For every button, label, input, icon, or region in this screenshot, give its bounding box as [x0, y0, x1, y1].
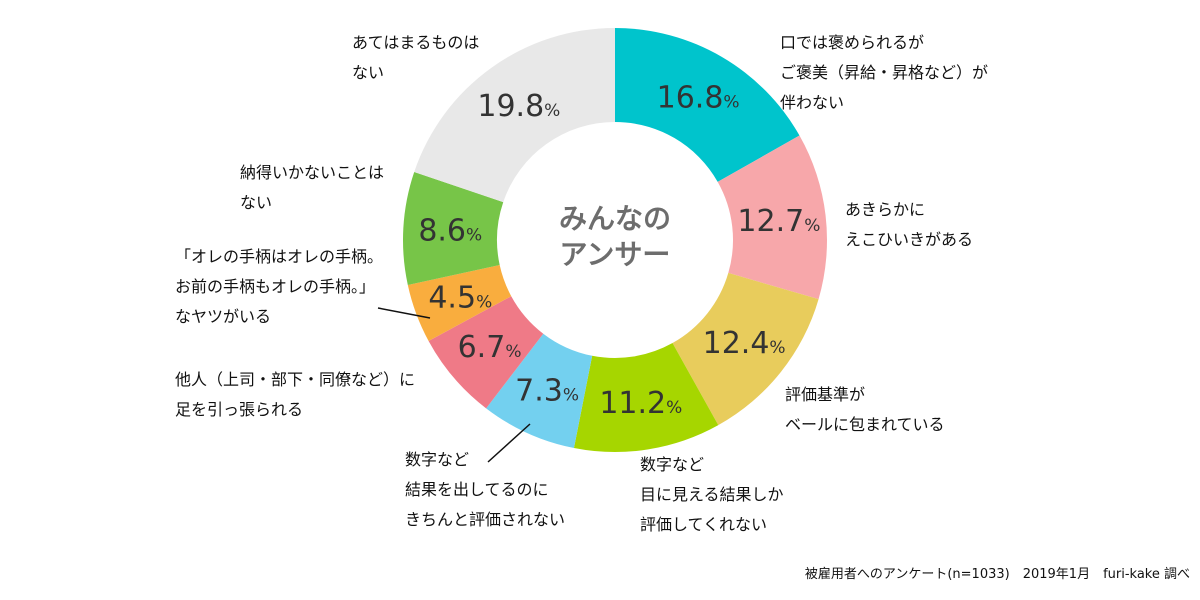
donut-slice-5: [486, 333, 593, 448]
category-label-line: 数字など: [405, 450, 469, 469]
category-label-line: 口では褒められるが: [780, 33, 924, 52]
category-label-1: 口では褒められるがご褒美（昇給・昇格など）が伴わない: [780, 33, 988, 112]
percent-value: 12.4: [703, 326, 770, 361]
donut-slice-4: [573, 343, 719, 452]
category-label-line: 他人（上司・部下・同僚など）に: [175, 370, 415, 389]
leader-line-5: [487, 423, 531, 463]
category-label-line: 足を引っ張られる: [175, 400, 303, 419]
category-label-3: 評価基準がベールに包まれている: [785, 385, 945, 434]
percent-label-6: 6.7%: [458, 330, 522, 365]
category-label-line: お前の手柄もオレの手柄。」: [175, 277, 375, 296]
category-label-line: ベールに包まれている: [785, 415, 945, 434]
percent-label-2: 12.7%: [737, 204, 820, 239]
percent-value: 8.6: [418, 214, 466, 249]
center-label-line: アンサー: [560, 238, 671, 271]
donut-slice-7: [407, 265, 512, 341]
category-label-line: ない: [240, 193, 272, 212]
percent-value: 6.7: [458, 330, 506, 365]
percent-value: 4.5: [428, 280, 476, 315]
percent-unit: %: [563, 385, 579, 405]
donut-slice-9: [414, 28, 615, 203]
percent-unit: %: [666, 398, 682, 418]
donut-slice-6: [428, 296, 544, 409]
donut-slice-2: [717, 135, 827, 300]
category-label-8: 納得いかないことはない: [240, 163, 384, 212]
category-label-line: 評価してくれない: [640, 515, 767, 534]
percent-value: 11.2: [599, 386, 666, 421]
category-label-line: 評価基準が: [785, 385, 865, 404]
donut-slice-1: [615, 28, 800, 182]
percent-unit: %: [804, 216, 820, 236]
category-label-line: ご褒美（昇給・昇格など）が: [780, 63, 988, 82]
percent-label-4: 11.2%: [599, 386, 682, 421]
percent-label-5: 7.3%: [515, 373, 579, 408]
percent-label-1: 16.8%: [657, 80, 740, 115]
category-label-line: 結果を出してるのに: [405, 480, 549, 499]
category-label-9: あてはまるものはない: [352, 33, 479, 82]
percent-value: 16.8: [657, 80, 724, 115]
donut-slice-8: [403, 171, 504, 285]
percent-value: 7.3: [515, 373, 563, 408]
percent-value: 19.8: [477, 89, 544, 124]
percent-label-7: 4.5%: [428, 280, 492, 315]
category-label-line: 「オレの手柄はオレの手柄。: [175, 247, 383, 266]
category-label-line: ない: [352, 63, 384, 82]
category-label-4: 数字など目に見える結果しか評価してくれない: [640, 455, 784, 534]
percent-unit: %: [723, 92, 739, 112]
percent-unit: %: [466, 226, 482, 246]
percent-label-9: 19.8%: [477, 89, 560, 124]
category-labels-layer: 口では褒められるがご褒美（昇給・昇格など）が伴わないあきらかにえこひいきがある評…: [175, 33, 988, 534]
category-label-2: あきらかにえこひいきがある: [845, 200, 973, 249]
category-label-6: 他人（上司・部下・同僚など）に足を引っ張られる: [175, 370, 415, 419]
center-label: みんなのアンサー: [559, 202, 671, 271]
category-label-line: 伴わない: [780, 93, 844, 112]
leader-line-7: [377, 307, 431, 319]
category-label-7: 「オレの手柄はオレの手柄。お前の手柄もオレの手柄。」なヤツがいる: [175, 247, 383, 326]
slices-layer: [403, 28, 827, 452]
category-label-line: 納得いかないことは: [240, 163, 384, 182]
category-label-line: なヤツがいる: [175, 307, 271, 326]
leader-lines-layer: [377, 307, 531, 463]
category-label-line: 数字など: [640, 455, 704, 474]
donut-slice-3: [672, 272, 819, 426]
percent-labels-layer: 16.8%12.7%12.4%11.2%7.3%6.7%4.5%8.6%19.8…: [418, 80, 820, 421]
percent-unit: %: [544, 101, 560, 121]
percent-label-3: 12.4%: [703, 326, 786, 361]
category-label-line: 目に見える結果しか: [640, 485, 784, 504]
percent-value: 12.7: [737, 204, 804, 239]
center-label-line: みんなの: [559, 202, 671, 235]
category-label-line: えこひいきがある: [845, 230, 973, 249]
percent-unit: %: [476, 292, 492, 312]
source-note: 被雇用者へのアンケート(n=1033) 2019年1月 furi-kake 調べ: [804, 567, 1190, 582]
category-label-line: あてはまるものは: [352, 33, 479, 52]
percent-unit: %: [769, 338, 785, 358]
category-label-line: あきらかに: [845, 200, 925, 219]
category-label-5: 数字など結果を出してるのにきちんと評価されない: [405, 450, 565, 529]
percent-label-8: 8.6%: [418, 214, 482, 249]
percent-unit: %: [505, 342, 521, 362]
category-label-line: きちんと評価されない: [405, 510, 565, 529]
